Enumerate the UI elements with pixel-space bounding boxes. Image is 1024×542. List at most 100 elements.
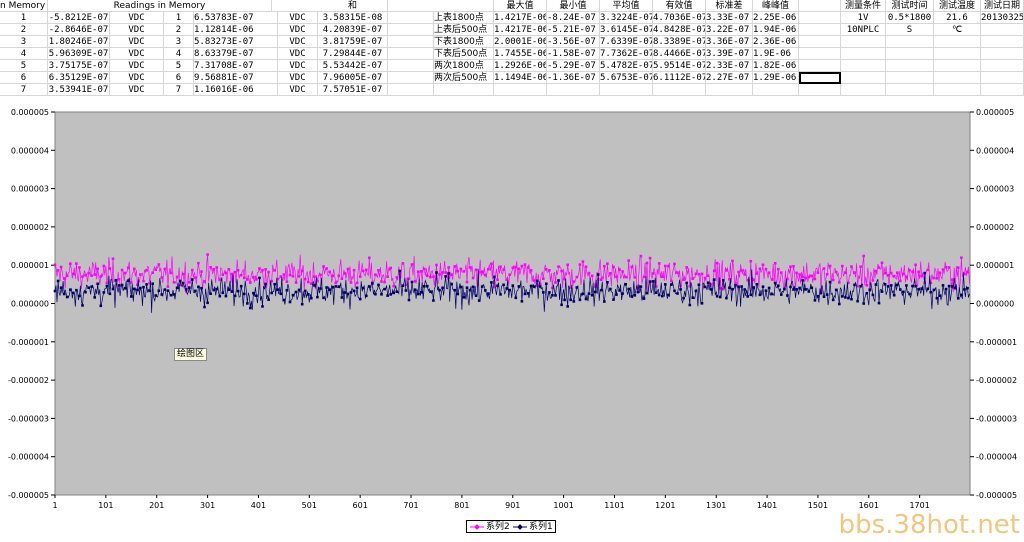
sheet-cell[interactable]: VDC	[110, 36, 164, 48]
sheet-cell[interactable]: VDC	[278, 60, 318, 72]
sheet-cell[interactable]	[600, 84, 653, 96]
sheet-cell[interactable]: 5.6753E-07	[600, 72, 653, 84]
sheet-cell[interactable]: 3.39E-07	[706, 48, 753, 60]
sheet-cell[interactable]: 4	[164, 48, 194, 60]
sheet-cell[interactable]: -3.56E-07	[547, 36, 600, 48]
sheet-cell[interactable]: 1.9E-06	[753, 48, 799, 60]
sheet-cell[interactable]: 5.4782E-07	[600, 60, 653, 72]
sheet-cell[interactable]: 3	[0, 36, 48, 48]
sheet-cell[interactable]: 3.75175E-07	[48, 60, 110, 72]
sheet-cell[interactable]: VDC	[110, 48, 164, 60]
sheet-cell[interactable]: 1.4217E-06	[494, 12, 547, 24]
sheet-cell[interactable]: 1.7455E-06	[494, 48, 547, 60]
sheet-cell[interactable]: 3.53941E-07	[48, 84, 110, 96]
sheet-cell-empty[interactable]	[388, 24, 434, 36]
sheet-cell[interactable]: 1.12814E-06	[194, 24, 278, 36]
sheet-cell-empty[interactable]	[388, 36, 434, 48]
sheet-cell[interactable]: 2.25E-06	[753, 12, 799, 24]
sheet-cell[interactable]	[981, 84, 1024, 96]
sheet-cell[interactable]	[547, 84, 600, 96]
sheet-cell[interactable]: 21.6	[934, 12, 981, 24]
sheet-cell[interactable]: 7.6339E-07	[600, 36, 653, 48]
sheet-cell[interactable]	[886, 60, 934, 72]
header-cell-stat[interactable]: 最大值	[494, 0, 547, 12]
sheet-cell[interactable]	[706, 84, 753, 96]
sheet-cell[interactable]: 1.80246E-07	[48, 36, 110, 48]
sheet-cell[interactable]	[841, 36, 886, 48]
sheet-cell-empty[interactable]	[799, 60, 841, 72]
sheet-cell[interactable]	[886, 84, 934, 96]
sheet-cell[interactable]	[981, 48, 1024, 60]
sheet-cell[interactable]: 6	[0, 72, 48, 84]
sheet-cell[interactable]	[653, 84, 706, 96]
sheet-cell[interactable]: 3.3224E-07	[600, 12, 653, 24]
sheet-cell[interactable]: 1.29E-06	[753, 72, 799, 84]
sheet-cell[interactable]: 5.9514E-07	[653, 60, 706, 72]
sheet-cell[interactable]	[934, 36, 981, 48]
sheet-cell[interactable]: 8.3389E-07	[653, 36, 706, 48]
sheet-cell[interactable]: 1.82E-06	[753, 60, 799, 72]
sheet-cell[interactable]: 4.20839E-07	[318, 24, 388, 36]
sheet-cell[interactable]: -5.29E-07	[547, 60, 600, 72]
sheet-cell[interactable]: 5.96309E-07	[48, 48, 110, 60]
sheet-cell[interactable]: 7	[164, 84, 194, 96]
sheet-cell[interactable]: VDC	[110, 72, 164, 84]
sheet-cell[interactable]: VDC	[278, 48, 318, 60]
sheet-cell-empty[interactable]	[388, 72, 434, 84]
sheet-cell[interactable]: 6.1112E-07	[653, 72, 706, 84]
sheet-cell[interactable]: 两次后500点	[434, 72, 494, 84]
sheet-cell[interactable]: 3.33E-07	[706, 12, 753, 24]
sheet-cell[interactable]	[981, 24, 1024, 36]
sheet-cell[interactable]: 1.4217E-06	[494, 24, 547, 36]
sheet-cell[interactable]: ℃	[934, 24, 981, 36]
sheet-cell[interactable]: 6.35129E-07	[48, 72, 110, 84]
sheet-cell[interactable]: 3.58315E-08	[318, 12, 388, 24]
header-cell-condition[interactable]: 测量条件	[841, 0, 886, 12]
sheet-cell-empty[interactable]	[799, 24, 841, 36]
sheet-cell[interactable]: VDC	[278, 72, 318, 84]
header-cell-stat[interactable]: 标准差	[706, 0, 753, 12]
sheet-cell[interactable]: -5.8212E-07	[48, 12, 110, 24]
sheet-cell[interactable]: 10NPLC	[841, 24, 886, 36]
chart-area[interactable]: 0.000005 0.000005 0.000004 0.000004 0.000003…	[0, 97, 1024, 538]
sheet-cell[interactable]	[981, 36, 1024, 48]
sheet-cell[interactable]: VDC	[110, 12, 164, 24]
sheet-cell[interactable]: 4.8428E-07	[653, 24, 706, 36]
sheet-cell[interactable]	[841, 84, 886, 96]
sheet-cell[interactable]: VDC	[278, 84, 318, 96]
sheet-cell-empty[interactable]	[388, 84, 434, 96]
sheet-cell[interactable]: 9.56881E-07	[194, 72, 278, 84]
sheet-cell-empty[interactable]	[388, 60, 434, 72]
sheet-cell[interactable]: 2	[0, 24, 48, 36]
sheet-cell[interactable]: 2.0001E-06	[494, 36, 547, 48]
sheet-cell[interactable]: S	[886, 24, 934, 36]
sheet-cell[interactable]: 3.36E-07	[706, 36, 753, 48]
sheet-cell[interactable]: 1	[0, 12, 48, 24]
sheet-cell[interactable]: 1	[164, 12, 194, 24]
sheet-cell[interactable]: 1V	[841, 12, 886, 24]
sheet-cell[interactable]: 上表1800点	[434, 12, 494, 24]
sheet-cell[interactable]	[886, 72, 934, 84]
header-cell-time[interactable]: 测试时间	[886, 0, 934, 12]
sheet-cell[interactable]: -8.24E-07	[547, 12, 600, 24]
sheet-cell[interactable]: 7.7362E-07	[600, 48, 653, 60]
sheet-cell-empty[interactable]	[799, 36, 841, 48]
sheet-cell[interactable]: VDC	[110, 24, 164, 36]
sheet-cell[interactable]: 5	[0, 60, 48, 72]
header-cell-readings[interactable]: Readings in Memory	[48, 0, 272, 12]
sheet-cell[interactable]: 6	[164, 72, 194, 84]
sheet-cell[interactable]	[841, 60, 886, 72]
sheet-cell-empty[interactable]	[799, 12, 841, 24]
sheet-cell[interactable]: 下表1800点	[434, 36, 494, 48]
sheet-cell[interactable]: 3.6145E-07	[600, 24, 653, 36]
sheet-cell[interactable]: VDC	[110, 60, 164, 72]
sheet-cell[interactable]: -1.36E-07	[547, 72, 600, 84]
sheet-cell[interactable]	[841, 72, 886, 84]
header-cell-sum[interactable]: 和	[318, 0, 388, 12]
sheet-cell[interactable]: -2.8646E-07	[48, 24, 110, 36]
sheet-cell-empty[interactable]	[799, 48, 841, 60]
sheet-cell[interactable]: 两次1800点	[434, 60, 494, 72]
sheet-cell[interactable]: 2.27E-07	[706, 72, 753, 84]
sheet-cell[interactable]: 1.1494E-06	[494, 72, 547, 84]
sheet-cell[interactable]	[434, 84, 494, 96]
